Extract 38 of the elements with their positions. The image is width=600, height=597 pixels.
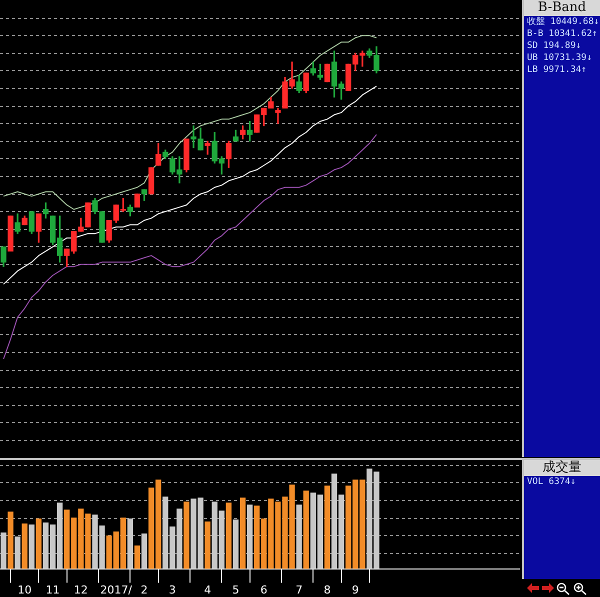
bar <box>246 504 253 569</box>
text: 收盤 10449.68↓ <box>526 16 600 28</box>
text: SD 194.89↓ <box>526 40 582 52</box>
x-tick-label: 2017/ <box>100 583 132 596</box>
bar <box>226 502 232 569</box>
text: VOL 6374↓ <box>526 476 577 488</box>
bar <box>134 546 140 569</box>
bar <box>28 524 34 569</box>
bar <box>296 504 302 569</box>
bar <box>141 534 148 569</box>
x-tick-label: 12 <box>74 583 88 596</box>
x-tick-label: 11 <box>46 583 60 596</box>
bar <box>324 486 330 569</box>
bar <box>127 518 134 569</box>
bar <box>36 518 42 569</box>
x-tick-label: 5 <box>232 583 240 596</box>
x-tick-label: 8 <box>324 583 331 596</box>
candlestick <box>275 108 281 124</box>
bar <box>240 498 246 569</box>
x-tick-label: 10 <box>18 583 32 596</box>
x-tick-label: 4 <box>204 583 212 596</box>
x-tick-label: 2 <box>140 583 148 596</box>
text: B-Band <box>524 0 600 16</box>
bar <box>184 502 190 569</box>
bar <box>14 536 20 569</box>
x-tick-label: 3 <box>168 583 176 596</box>
bar <box>22 524 28 569</box>
text: 成交量 <box>524 460 600 476</box>
bar <box>204 522 210 569</box>
x-tick-label: 7 <box>296 583 303 596</box>
x-tick-label: 9 <box>352 583 359 596</box>
text: B-B 10341.62↑ <box>526 28 598 40</box>
bar <box>303 490 309 569</box>
bar <box>8 512 14 569</box>
bar <box>232 520 239 569</box>
x-tick-label: 6 <box>260 583 268 596</box>
text: LB 9971.34↑ <box>526 64 588 76</box>
text: UB 10731.39↓ <box>526 52 594 64</box>
